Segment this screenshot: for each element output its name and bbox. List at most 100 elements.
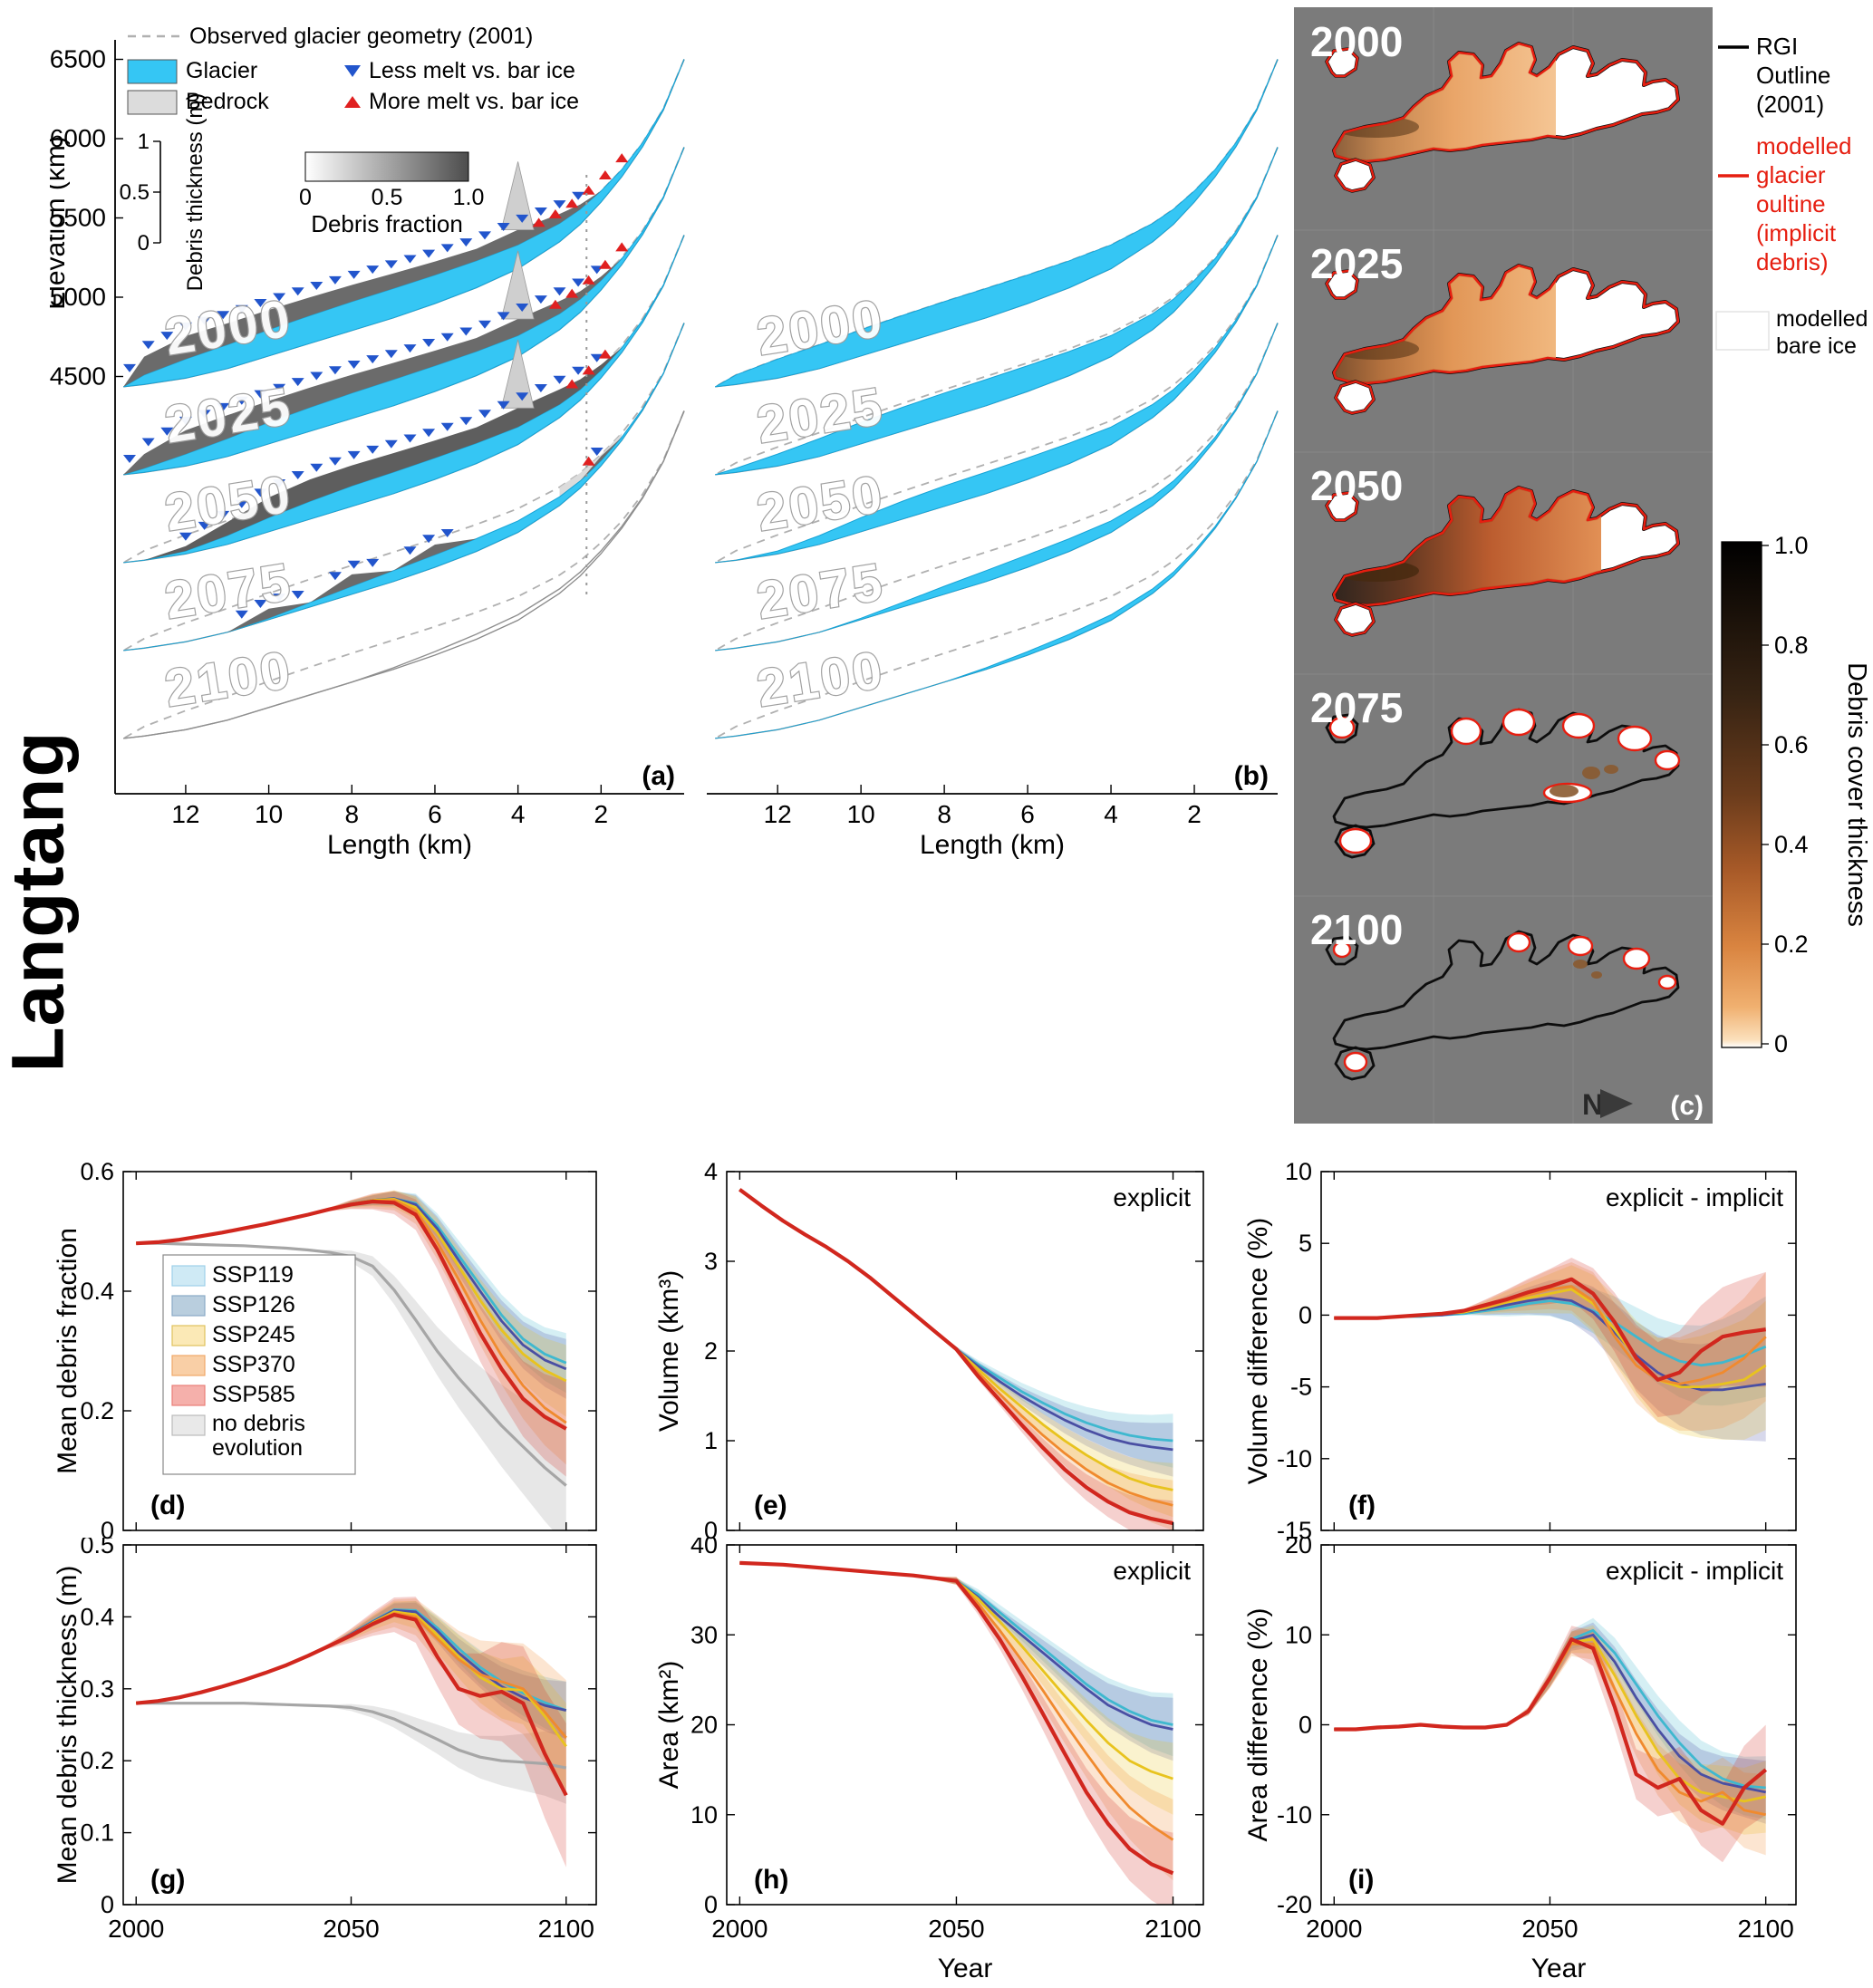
more-melt-marker-icon <box>615 153 629 163</box>
profile-year-label: 2025 <box>753 376 888 454</box>
series-line-SSP585 <box>135 1612 568 1797</box>
less-melt-marker-icon <box>384 260 398 269</box>
x-axis-label: Length (km) <box>920 830 1065 860</box>
less-melt-marker-icon <box>422 429 436 438</box>
less-melt-marker-icon <box>328 275 342 285</box>
less-melt-marker-icon <box>347 270 361 279</box>
legend-observed-label: Observed glacier geometry (2001) <box>189 24 533 49</box>
y-tick-label: 0 <box>101 1517 114 1539</box>
less-melt-marker-icon <box>534 384 547 392</box>
bare-ice-patch <box>1338 827 1373 854</box>
uncertainty-band-SSP119 <box>1334 1617 1766 1819</box>
legend-swatch <box>171 1265 206 1287</box>
colorbar-tick-label: 0.2 <box>1774 931 1809 958</box>
y-tick-label: 4500 <box>50 362 106 391</box>
more-melt-marker-icon <box>598 259 612 269</box>
less-melt-marker-icon <box>440 529 454 537</box>
colorbar-tick-label: 0.8 <box>1774 632 1809 659</box>
x-tick-label: 2100 <box>1738 1915 1794 1943</box>
modelled-outline <box>1332 264 1680 385</box>
rgi-legend-label: (2001) <box>1756 91 1824 118</box>
plot-background <box>727 1172 1203 1530</box>
rgi-outline <box>1325 935 1359 966</box>
less-melt-marker-icon <box>422 249 436 258</box>
series-group <box>135 1597 568 1867</box>
less-melt-marker-icon <box>217 311 230 320</box>
legend-glacier-label: Glacier <box>186 58 257 83</box>
y-tick-label: -15 <box>1277 1517 1312 1539</box>
uncertainty-band-SSP245 <box>1334 1265 1766 1440</box>
y-tick-label: 3 <box>704 1248 718 1275</box>
less-melt-marker-icon <box>273 293 286 302</box>
uncertainty-band-SSP245 <box>1334 1625 1766 1835</box>
chart-volume: 0 1 2 3 4 Volume (km³) explicit (e) <box>654 1158 1214 1544</box>
less-melt-marker-icon <box>217 510 230 519</box>
debris-patch <box>1573 960 1588 969</box>
more-melt-marker-icon <box>565 379 579 389</box>
map-2075: 2075 <box>1310 684 1681 859</box>
uncertainty-band-SSP585 <box>136 1597 566 1867</box>
profile-2050: 2050 <box>122 235 685 564</box>
less-melt-marker-icon <box>235 610 248 619</box>
rgi-legend-label: RGI <box>1756 33 1798 60</box>
bare-ice-patch <box>1332 941 1352 959</box>
debris-layer <box>123 147 684 475</box>
debris-patch <box>1591 971 1602 979</box>
chart-f-svg: -15 -10 -5 0 5 10 Volume difference (%) explici… <box>1243 1158 1797 1544</box>
rgi-outline <box>1332 930 1680 1051</box>
uncertainty-band-SSP126 <box>136 1191 566 1399</box>
less-melt-marker-icon <box>179 322 192 331</box>
y-tick-label: 30 <box>690 1621 718 1648</box>
more-melt-marker-icon <box>548 209 562 218</box>
profile-2075: 2075 <box>714 323 1279 651</box>
panel-letter: (b) <box>1234 761 1269 791</box>
legend-swatch <box>171 1295 206 1317</box>
panelB-svg: 2000 2025 2050 2075 2100 12 10 8 6 4 2 Length (km) (… <box>707 59 1279 860</box>
less-melt-marker-icon <box>366 265 380 275</box>
y-tick-label: 0.3 <box>80 1675 114 1703</box>
annotation: explicit - implicit <box>1606 1557 1783 1585</box>
legend-swatch <box>171 1385 206 1406</box>
colorbar-tick-label: 0.6 <box>1774 731 1809 758</box>
x-tick-label: 6 <box>428 800 442 828</box>
x-axis-label: Year <box>1531 1954 1587 1983</box>
less-melt-marker-icon <box>235 396 248 405</box>
x-tick-label: 2050 <box>323 1915 379 1943</box>
bare-ice-patch <box>1657 974 1677 990</box>
y-tick-label: 5000 <box>50 283 106 311</box>
glacier-outline <box>123 410 685 739</box>
panel-c-glacier-maps: 2000 2025 2050 2075 2100 N (c) RGI Outline (2001)… <box>1294 7 1873 1134</box>
less-melt-marker-icon <box>366 445 380 454</box>
less-melt-marker-icon <box>141 341 155 350</box>
y-axis-label: Elevation (km) <box>50 136 71 310</box>
less-melt-marker-icon <box>497 223 510 231</box>
debris-patch <box>1604 765 1618 774</box>
x-tick-label: 10 <box>255 800 283 828</box>
chart-area-difference: -20 -10 0 10 20 2000 2050 2100 Year Area differen… <box>1243 1531 1807 1988</box>
less-melt-marker-icon <box>572 191 585 200</box>
y-tick-label: 10 <box>1285 1163 1312 1185</box>
y-tick-label: 0 <box>1299 1712 1312 1739</box>
less-melt-marker-icon <box>198 521 211 530</box>
x-axis-label: Length (km) <box>327 830 472 860</box>
less-melt-marker-icon <box>217 402 230 411</box>
bare-ice-legend-label: modelled <box>1776 306 1868 332</box>
profile-2100: 2100 <box>122 410 685 739</box>
glacier-body <box>715 147 1279 476</box>
y-tick-label: 20 <box>690 1712 718 1739</box>
less-melt-marker-icon <box>123 363 136 372</box>
legend-more-melt-label: More melt vs. bar ice <box>369 89 579 114</box>
uncertainty-band-SSP119 <box>1334 1284 1766 1406</box>
uncertainty-band-SSP119 <box>136 1601 566 1740</box>
legend-label: evolution <box>212 1435 303 1461</box>
less-melt-marker-icon <box>291 591 304 599</box>
y-axis-label: Volume (km³) <box>654 1270 684 1432</box>
y-axis-label: Area difference (%) <box>1243 1608 1273 1842</box>
map-year-label: 2000 <box>1310 18 1403 65</box>
rgi-outline <box>1325 713 1359 744</box>
legend-label: SSP119 <box>212 1262 294 1288</box>
panel-letter: (d) <box>150 1491 185 1520</box>
annotation: explicit - implicit <box>1606 1183 1783 1211</box>
